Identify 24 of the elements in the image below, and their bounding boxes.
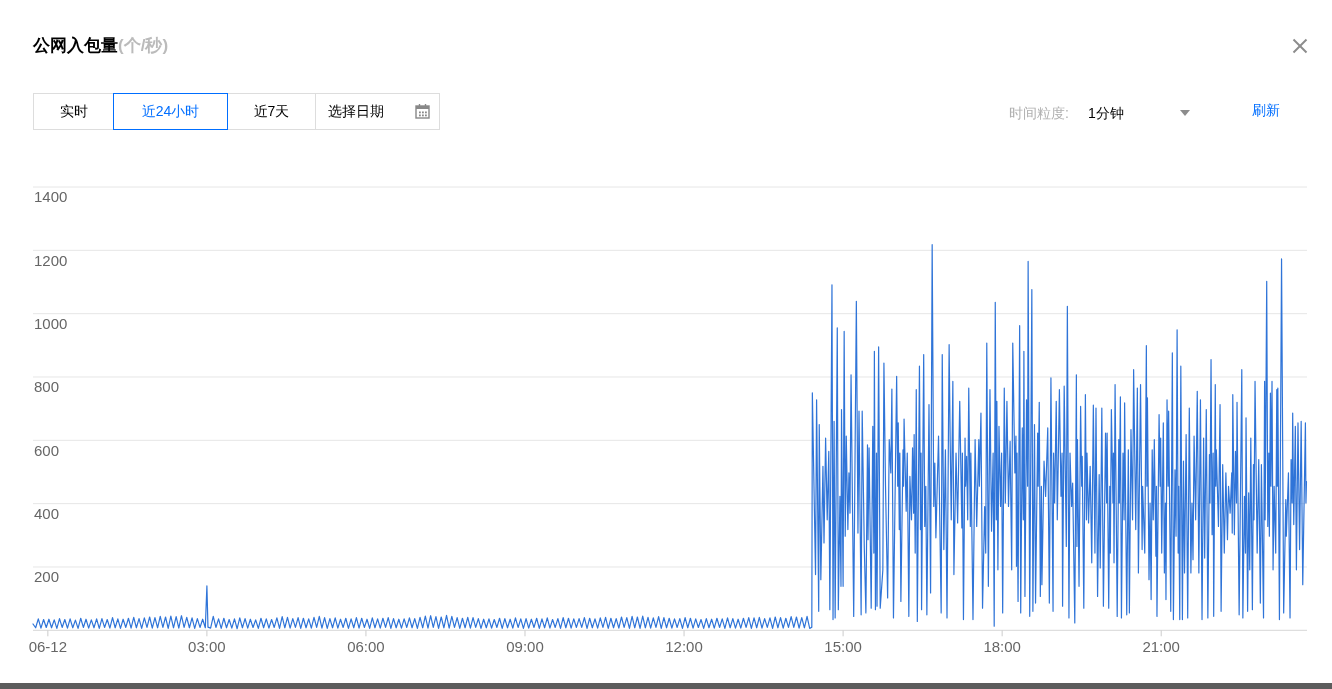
x-tick-label: 12:00 bbox=[665, 638, 703, 655]
x-tick-label: 09:00 bbox=[506, 638, 544, 655]
y-tick-label: 600 bbox=[34, 442, 60, 460]
select-granularity: 1分钟 bbox=[1088, 104, 1124, 123]
tab-button: 近7天 bbox=[227, 93, 316, 130]
y-tick-label: 800 bbox=[34, 378, 60, 396]
y-tick-label: 1400 bbox=[34, 188, 68, 206]
label-granularity: 时间粒度: bbox=[1009, 104, 1069, 123]
x-tick-label: 21:00 bbox=[1142, 638, 1180, 655]
x-tick-label: 06:00 bbox=[347, 638, 385, 655]
y-tick-label: 1200 bbox=[34, 252, 68, 270]
tab-button: 选择日期 bbox=[315, 93, 440, 130]
x-tick-label: 06-12 bbox=[28, 638, 68, 655]
link-refresh: 刷新 bbox=[1252, 101, 1280, 120]
annotation-unit: (个/秒) bbox=[118, 36, 169, 55]
tab-button: 实时 bbox=[33, 93, 114, 130]
y-tick-label: 1000 bbox=[34, 315, 68, 333]
y-tick-label: 400 bbox=[34, 505, 60, 523]
x-tick-label: 03:00 bbox=[188, 638, 226, 655]
x-tick-label: 15:00 bbox=[824, 638, 862, 655]
x-tick-label: 18:00 bbox=[983, 638, 1021, 655]
y-tick-label: 200 bbox=[34, 568, 60, 586]
tab-button: 近24小时 bbox=[113, 93, 228, 130]
title: 公网入包量 bbox=[33, 36, 118, 55]
